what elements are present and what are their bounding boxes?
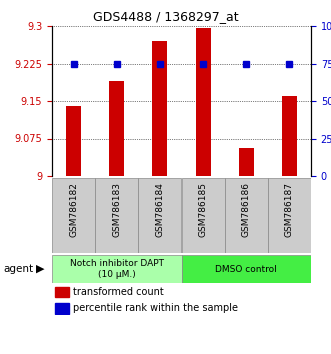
Bar: [138, 178, 181, 253]
Bar: [95, 178, 138, 253]
Text: DMSO control: DMSO control: [215, 264, 277, 274]
Text: GDS4488 / 1368297_at: GDS4488 / 1368297_at: [93, 10, 238, 23]
Bar: [181, 255, 311, 283]
Bar: [282, 96, 297, 176]
Text: transformed count: transformed count: [73, 287, 164, 297]
Text: GSM786185: GSM786185: [199, 182, 208, 237]
Bar: [55, 286, 69, 297]
Bar: [225, 178, 268, 253]
Text: GSM786183: GSM786183: [112, 182, 121, 237]
Text: Notch inhibitor DAPT
(10 μM.): Notch inhibitor DAPT (10 μM.): [70, 259, 164, 279]
Bar: [196, 29, 211, 176]
Text: GSM786182: GSM786182: [69, 182, 78, 236]
Bar: [152, 41, 167, 176]
Bar: [181, 178, 225, 253]
Text: GSM786187: GSM786187: [285, 182, 294, 237]
Text: GSM786184: GSM786184: [156, 182, 165, 236]
Text: ▶: ▶: [35, 264, 44, 274]
Text: agent: agent: [3, 264, 33, 274]
Text: percentile rank within the sample: percentile rank within the sample: [73, 303, 238, 313]
Bar: [55, 303, 69, 314]
Bar: [66, 106, 81, 176]
Bar: [52, 178, 95, 253]
Text: GSM786186: GSM786186: [242, 182, 251, 237]
Bar: [239, 148, 254, 176]
Bar: [52, 255, 181, 283]
Bar: [109, 81, 124, 176]
Bar: [268, 178, 311, 253]
